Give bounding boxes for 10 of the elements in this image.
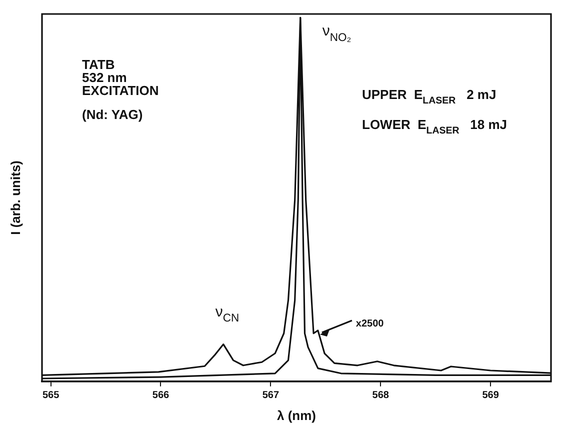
x-tick-label: 565: [42, 390, 60, 402]
x-tick-label: 566: [152, 390, 170, 402]
x-tick-label: 567: [262, 390, 280, 402]
annotation: (Nd: YAG): [82, 107, 143, 122]
x-tick-label: 568: [372, 390, 390, 402]
annotation: TATB 532 nm EXCITATION: [82, 57, 159, 98]
y-axis-title: I (arb. units): [8, 160, 23, 235]
annotation: x2500: [356, 318, 384, 330]
x-tick-label: 569: [482, 390, 500, 402]
x-axis-title: λ (nm): [277, 408, 316, 423]
